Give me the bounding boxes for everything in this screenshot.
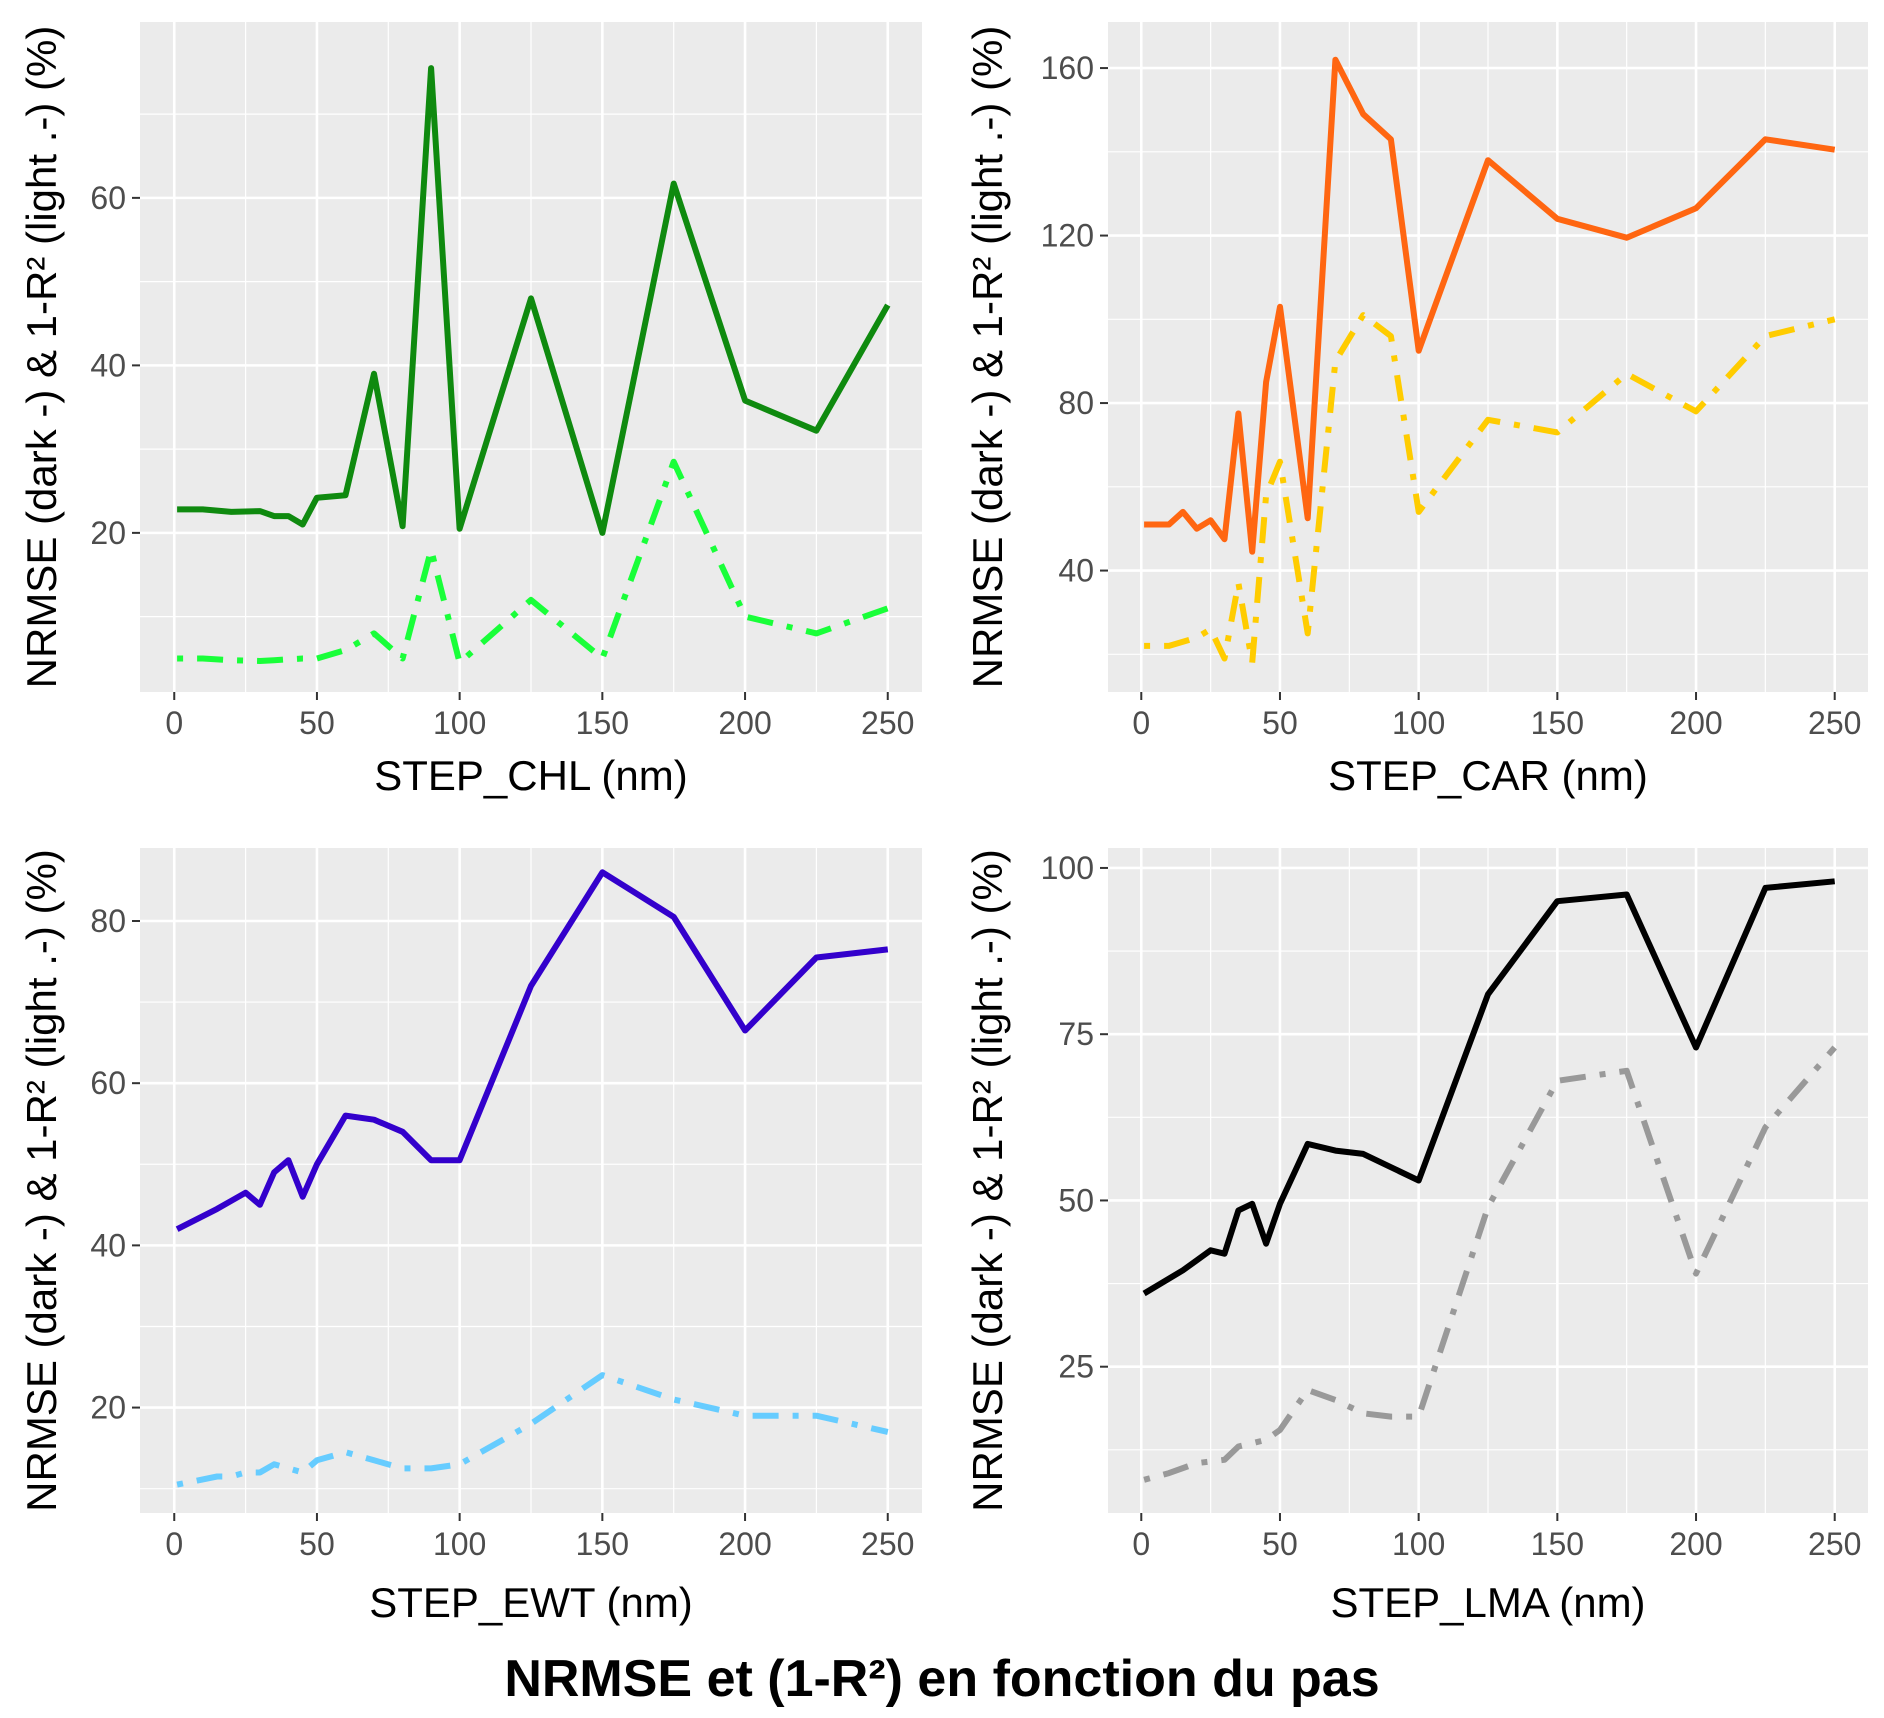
y-tick-label: 80 [1058, 385, 1094, 421]
y-tick-label: 40 [90, 1227, 126, 1263]
y-tick-label: 20 [90, 515, 126, 551]
x-tick-label: 100 [433, 1526, 486, 1562]
x-tick-label: 250 [1808, 1526, 1861, 1562]
y-axis-title: NRMSE (dark -) & 1-R² (light .-) (%) [964, 26, 1011, 689]
y-tick-label: 60 [90, 1065, 126, 1101]
y-axis-title: NRMSE (dark -) & 1-R² (light .-) (%) [964, 849, 1011, 1512]
x-tick-label: 50 [299, 1526, 335, 1562]
figure-title: NRMSE et (1-R²) en fonction du pas [504, 1650, 1379, 1708]
y-tick-label: 160 [1041, 50, 1094, 86]
x-tick-label: 100 [433, 705, 486, 741]
x-tick-label: 150 [1531, 1526, 1584, 1562]
y-tick-label: 60 [90, 180, 126, 216]
x-axis-title: STEP_CHL (nm) [374, 752, 688, 799]
y-tick-label: 75 [1058, 1016, 1094, 1052]
y-tick-label: 50 [1058, 1182, 1094, 1218]
panel-ewt: 0 50 100 150 200 250 20 40 60 80 STEP_EWT (nm) NRMS… [18, 848, 922, 1626]
x-tick-label: 150 [576, 705, 629, 741]
x-tick-label: 150 [576, 1526, 629, 1562]
x-tick-label: 50 [1262, 705, 1298, 741]
y-tick-label: 120 [1041, 218, 1094, 254]
y-tick-label: 20 [90, 1390, 126, 1426]
x-axis-title: STEP_LMA (nm) [1330, 1579, 1645, 1626]
x-tick-label: 0 [165, 705, 183, 741]
series-line-nrmse [177, 65, 891, 536]
y-tick-label: 100 [1041, 850, 1094, 886]
x-tick-label: 200 [1669, 705, 1722, 741]
x-tick-label: 200 [1669, 1526, 1722, 1562]
x-tick-label: 100 [1392, 705, 1445, 741]
y-tick-label: 40 [1058, 553, 1094, 589]
series-line-nrmse [1142, 878, 1835, 1297]
x-tick-label: 100 [1392, 1526, 1445, 1562]
x-tick-label: 250 [861, 1526, 914, 1562]
panel-lma: 0 50 100 150 200 250 25 50 75 100 STEP_LMA (nm) NRM… [964, 848, 1868, 1626]
y-tick-label: 40 [90, 347, 126, 383]
series-line-one_minus_r2 [177, 458, 889, 666]
x-tick-label: 150 [1531, 705, 1584, 741]
y-tick-label: 80 [90, 903, 126, 939]
x-tick-label: 250 [861, 705, 914, 741]
x-tick-label: 0 [165, 1526, 183, 1562]
series-line-nrmse [1144, 56, 1836, 555]
series-line-nrmse [175, 869, 889, 1232]
y-axis-title: NRMSE (dark -) & 1-R² (light .-) (%) [18, 26, 65, 689]
y-tick-label: 25 [1058, 1349, 1094, 1385]
panel-car: 0 50 100 150 200 250 40 80 120 160 STEP_CAR (nm) NR… [964, 22, 1868, 799]
series-line-one_minus_r2 [1143, 1045, 1837, 1483]
x-tick-label: 0 [1132, 1526, 1150, 1562]
x-tick-label: 50 [299, 705, 335, 741]
y-axis-title: NRMSE (dark -) & 1-R² (light .-) (%) [18, 849, 65, 1512]
x-axis-title: STEP_EWT (nm) [369, 1579, 693, 1626]
x-tick-label: 250 [1808, 705, 1861, 741]
panel-chl: 0 50 100 150 200 250 20 40 60 STEP_CHL (nm) NRMSE … [18, 22, 922, 799]
x-tick-label: 200 [718, 1526, 771, 1562]
x-tick-label: 50 [1262, 1526, 1298, 1562]
x-tick-label: 200 [718, 705, 771, 741]
x-tick-label: 0 [1132, 705, 1150, 741]
x-axis-title: STEP_CAR (nm) [1328, 752, 1648, 799]
